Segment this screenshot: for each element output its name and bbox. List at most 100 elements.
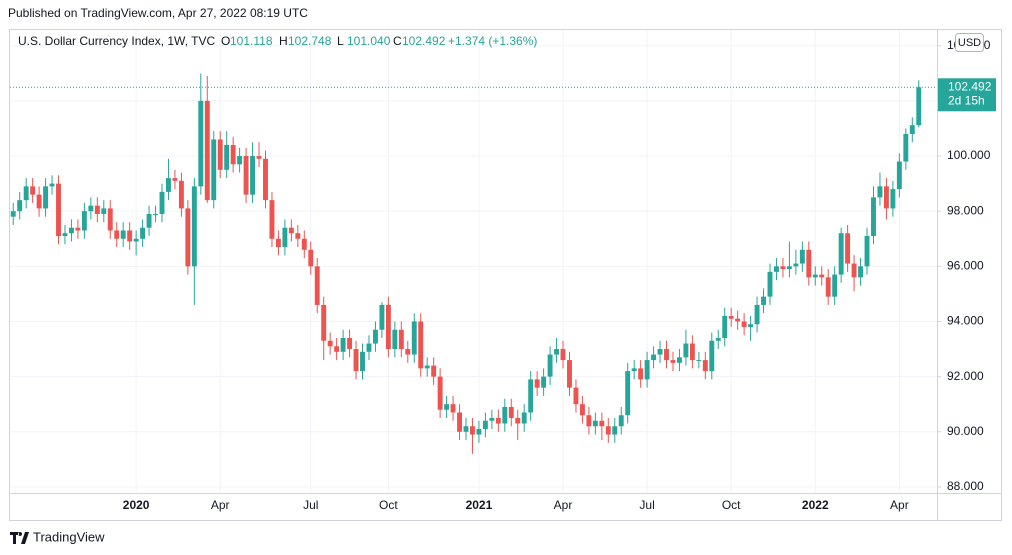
candle-body xyxy=(153,213,158,215)
candle-body xyxy=(689,343,695,361)
brand: TradingView xyxy=(10,529,105,544)
candle-body xyxy=(127,230,133,242)
candle-body xyxy=(398,329,404,350)
candle-body xyxy=(877,186,883,198)
brand-name: TradingView xyxy=(33,529,105,544)
y-tick-label: 96.000 xyxy=(947,258,984,272)
candle-body xyxy=(638,368,644,380)
candle-body xyxy=(592,420,598,427)
candle-body xyxy=(664,349,669,361)
frame xyxy=(9,29,1002,521)
candle-body xyxy=(812,274,818,278)
candle-body xyxy=(353,349,359,372)
candle-body xyxy=(890,189,896,209)
candle-body xyxy=(263,158,268,201)
brand-logo xyxy=(10,532,29,544)
candle-body xyxy=(916,87,922,126)
y-tick-label: 92.000 xyxy=(947,369,984,383)
candle-body xyxy=(508,406,514,418)
candle-body xyxy=(470,426,475,435)
candle-body xyxy=(838,233,844,275)
candle-body xyxy=(871,197,876,236)
grid xyxy=(10,30,937,493)
candle-body xyxy=(696,360,702,362)
axes: 88.000 90.000 92.000 94.000 96.000 98.000 100.… xyxy=(10,38,996,512)
candle-body xyxy=(476,429,482,435)
candle-body xyxy=(204,100,210,201)
candle-body xyxy=(140,227,146,239)
candle-body xyxy=(172,178,178,181)
candle-body xyxy=(515,417,521,424)
candle-body xyxy=(502,406,508,424)
ohlc-legend: O 101.118 H 102.748 L 101.040 C 102.492 +1.374 (… xyxy=(221,34,537,48)
candle-body xyxy=(612,426,618,435)
candle-body xyxy=(457,412,462,432)
candle-body xyxy=(372,329,378,344)
candle-body xyxy=(521,412,527,424)
candle-body xyxy=(450,404,456,413)
candle-body xyxy=(114,230,120,239)
candle-body xyxy=(405,349,411,355)
candle-body xyxy=(178,180,184,209)
candle-body xyxy=(217,139,223,170)
candle-body xyxy=(424,365,430,369)
candle-body xyxy=(883,186,889,209)
candle-body xyxy=(411,321,417,355)
candle-body xyxy=(379,304,385,330)
candle-body xyxy=(896,161,902,190)
candle-body xyxy=(774,266,779,272)
candle-body xyxy=(748,324,754,327)
x-tick-label: Jul xyxy=(303,498,318,512)
legend-value: 102.748 xyxy=(288,34,332,48)
candle-body xyxy=(224,144,230,170)
candle-body xyxy=(282,227,288,248)
candle-body xyxy=(754,304,760,325)
currency[interactable]: USD xyxy=(958,37,981,49)
candle-body xyxy=(81,211,87,231)
candle-body xyxy=(308,249,314,267)
candle-body xyxy=(321,304,327,341)
candle-body xyxy=(799,249,805,264)
candle-body xyxy=(30,186,36,195)
legend-value: 101.118 xyxy=(230,34,273,48)
legend-key: L xyxy=(337,34,344,48)
candle-body xyxy=(444,404,450,410)
currency-button[interactable] xyxy=(955,33,984,52)
x-tick-label: 2021 xyxy=(466,498,493,512)
candle-body xyxy=(631,368,637,372)
legend-key: O xyxy=(221,34,230,48)
candle-body xyxy=(702,360,708,372)
candle-body xyxy=(166,178,171,192)
candle-body xyxy=(437,376,443,410)
x-tick-label: Jul xyxy=(639,498,654,512)
candle-body xyxy=(605,426,611,435)
candle-body xyxy=(761,296,766,305)
candle-body xyxy=(43,186,49,209)
candle-body xyxy=(909,125,915,134)
candle-body xyxy=(683,343,689,358)
candle-body xyxy=(586,415,592,427)
legend-value: 102.492 xyxy=(402,34,446,48)
candle-body xyxy=(819,274,825,278)
candle-body xyxy=(780,266,786,270)
candle-body xyxy=(489,417,495,421)
candle-body xyxy=(644,360,650,380)
legend-key: C xyxy=(393,34,402,48)
candle-body xyxy=(23,186,29,201)
candle-body xyxy=(832,274,838,297)
candle-body xyxy=(88,205,94,212)
candle-body xyxy=(75,227,81,231)
candle-body xyxy=(676,357,682,363)
y-tick-label: 88.000 xyxy=(947,479,984,493)
candle-body xyxy=(56,183,61,236)
candle-body xyxy=(185,208,191,267)
candle-body xyxy=(159,191,165,214)
candle-body xyxy=(722,315,728,339)
candle-body xyxy=(599,420,605,427)
candle-body xyxy=(715,338,721,341)
candle-body xyxy=(94,205,100,214)
candle-body xyxy=(534,379,540,388)
candle-body xyxy=(851,263,857,278)
candle-body xyxy=(275,238,281,248)
